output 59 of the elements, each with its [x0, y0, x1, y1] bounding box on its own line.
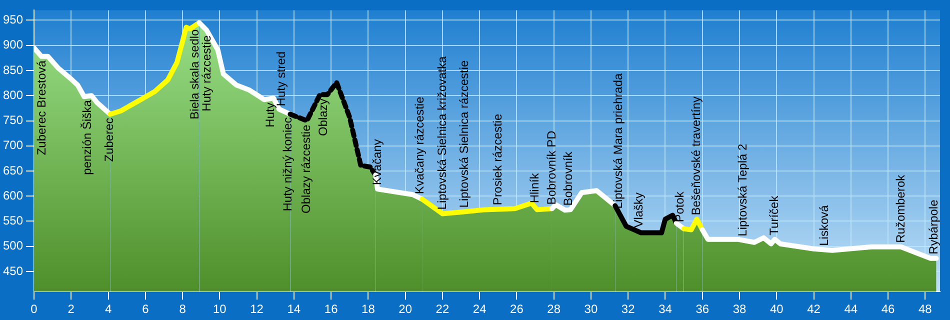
x-tick-label: 24 [472, 302, 487, 316]
annotation: Bobrovník [561, 150, 576, 206]
annotation: Prosiek rázcestie [490, 114, 504, 206]
x-tick-label: 40 [770, 302, 784, 316]
x-tick-label: 36 [696, 302, 710, 316]
x-tick-label: 32 [621, 302, 636, 316]
x-tick-label: 48 [918, 302, 932, 316]
annotation: Ružomberok [893, 174, 908, 243]
annotation: Vlašky [632, 192, 646, 228]
y-tick-label: 800 [2, 88, 24, 102]
x-tick-label: 34 [658, 302, 672, 316]
x-tick-label: 6 [142, 302, 150, 316]
annotation: Bešeňovské travertíny [689, 96, 704, 216]
x-tick-label: 38 [732, 302, 746, 316]
x-tick-label: 28 [547, 302, 561, 316]
y-tick-label: 950 [2, 12, 24, 27]
y-tick-label: 850 [2, 62, 24, 77]
annotation: Kvačany [370, 139, 384, 186]
y-tick-label: 750 [2, 113, 24, 128]
x-tick-label: 46 [881, 302, 896, 316]
annotation: Hliník [528, 172, 542, 204]
annotation: Bobrovník PD [544, 130, 558, 205]
x-tick-label: 12 [250, 302, 264, 316]
annotation: Zuberec Brestová [34, 60, 48, 156]
annotation: Zuberec [102, 118, 116, 162]
annotation: Lisková [817, 204, 832, 246]
x-tick-label: 2 [68, 302, 75, 316]
x-tick-label: 20 [398, 302, 412, 316]
x-tick-label: 14 [287, 302, 301, 316]
y-tick-label: 600 [2, 188, 24, 202]
y-tick-label: 650 [2, 163, 24, 178]
x-tick-label: 0 [30, 302, 38, 316]
annotation: Liptovská Teplá 2 [736, 144, 750, 236]
annotation: Huty rázcestie [199, 34, 214, 112]
annotation: Oblazy [316, 98, 330, 136]
x-tick-label: 10 [212, 302, 227, 316]
y-tick-label: 700 [2, 138, 24, 152]
annotation: Biela skala sedlo [187, 28, 202, 120]
annotation: Turíček [767, 194, 782, 236]
annotation: Rybárpole [926, 199, 941, 254]
y-tick-label: 550 [2, 214, 24, 228]
x-tick-label: 44 [844, 302, 858, 316]
x-tick-label: 42 [807, 302, 821, 316]
x-tick-label: 18 [362, 302, 376, 316]
x-tick-label: 22 [436, 302, 450, 316]
y-tick-label: 450 [2, 264, 24, 278]
y-tick-label: 500 [2, 238, 24, 253]
x-tick-label: 8 [179, 302, 186, 316]
x-tick-label: 30 [584, 302, 598, 316]
annotation: Huty nižný koniec [280, 117, 295, 212]
annotation: Oblazy rázcestie [299, 124, 314, 214]
x-tick-label: 16 [324, 302, 338, 316]
annotation: Kvačany rázcestie [412, 96, 426, 194]
y-tick-label: 900 [2, 38, 24, 52]
annotation: Liptovská Sielnica rázcestie [457, 60, 472, 208]
x-tick-label: 4 [104, 302, 112, 316]
x-tick-label: 26 [510, 302, 524, 316]
annotation: penzión Šiška [80, 100, 94, 175]
annotation: Liptovská Sielnica križovatka [434, 56, 449, 210]
